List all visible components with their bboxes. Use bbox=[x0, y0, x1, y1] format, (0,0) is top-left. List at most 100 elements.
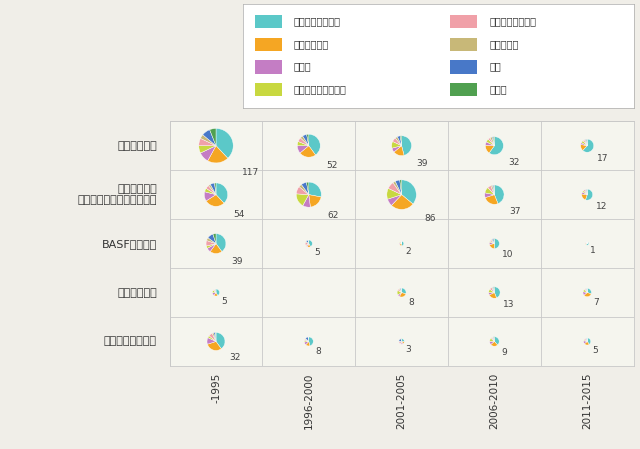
Wedge shape bbox=[586, 139, 588, 146]
Wedge shape bbox=[210, 243, 222, 254]
Wedge shape bbox=[583, 140, 588, 146]
Wedge shape bbox=[489, 293, 497, 298]
Wedge shape bbox=[392, 146, 402, 152]
Wedge shape bbox=[492, 238, 494, 243]
Wedge shape bbox=[492, 137, 494, 146]
Text: 86: 86 bbox=[424, 214, 435, 223]
Wedge shape bbox=[584, 293, 591, 297]
Wedge shape bbox=[584, 339, 588, 341]
Wedge shape bbox=[584, 289, 588, 293]
Wedge shape bbox=[586, 242, 589, 245]
Wedge shape bbox=[490, 287, 494, 293]
Wedge shape bbox=[493, 136, 495, 146]
Wedge shape bbox=[584, 189, 588, 195]
Text: 1: 1 bbox=[589, 246, 595, 255]
Wedge shape bbox=[586, 189, 588, 195]
Wedge shape bbox=[490, 242, 494, 245]
Wedge shape bbox=[303, 134, 308, 145]
Wedge shape bbox=[400, 341, 402, 344]
Text: 塗装性: 塗装性 bbox=[294, 62, 312, 71]
Bar bbox=[450, 38, 477, 51]
Text: 2001-2005: 2001-2005 bbox=[397, 373, 406, 429]
Wedge shape bbox=[308, 134, 320, 155]
Wedge shape bbox=[491, 337, 494, 341]
Wedge shape bbox=[199, 138, 216, 146]
Wedge shape bbox=[214, 332, 216, 341]
Wedge shape bbox=[392, 141, 402, 148]
Wedge shape bbox=[208, 146, 228, 163]
Wedge shape bbox=[208, 336, 216, 341]
Wedge shape bbox=[489, 292, 494, 295]
Text: BASFグループ: BASFグループ bbox=[102, 238, 157, 249]
Text: 37: 37 bbox=[509, 207, 520, 216]
Wedge shape bbox=[200, 146, 216, 161]
Wedge shape bbox=[493, 185, 494, 195]
Wedge shape bbox=[490, 241, 494, 243]
Wedge shape bbox=[215, 289, 216, 293]
Wedge shape bbox=[491, 185, 494, 195]
Wedge shape bbox=[587, 338, 591, 344]
Wedge shape bbox=[308, 240, 312, 247]
Wedge shape bbox=[214, 293, 218, 296]
Text: 54: 54 bbox=[234, 210, 245, 219]
Text: 5: 5 bbox=[221, 297, 227, 306]
Text: 32: 32 bbox=[508, 158, 520, 167]
Wedge shape bbox=[485, 145, 494, 153]
Text: ホールディングスグループ: ホールディングスグループ bbox=[77, 195, 157, 206]
Wedge shape bbox=[586, 242, 588, 243]
Text: 2006-2010: 2006-2010 bbox=[490, 373, 499, 429]
Wedge shape bbox=[580, 145, 588, 150]
Wedge shape bbox=[299, 185, 308, 195]
Wedge shape bbox=[490, 240, 494, 243]
Wedge shape bbox=[216, 233, 226, 251]
Wedge shape bbox=[305, 339, 308, 341]
Text: トヨタ自動車: トヨタ自動車 bbox=[117, 287, 157, 298]
Wedge shape bbox=[494, 337, 499, 345]
Wedge shape bbox=[492, 287, 494, 293]
Wedge shape bbox=[305, 341, 308, 345]
Wedge shape bbox=[399, 341, 402, 342]
Wedge shape bbox=[490, 341, 494, 344]
Wedge shape bbox=[582, 191, 588, 195]
Wedge shape bbox=[307, 182, 309, 195]
Wedge shape bbox=[586, 288, 588, 293]
Wedge shape bbox=[401, 242, 402, 243]
Wedge shape bbox=[494, 238, 499, 249]
Wedge shape bbox=[392, 138, 402, 146]
Text: 耐候性又は防食性: 耐候性又は防食性 bbox=[294, 16, 341, 26]
Wedge shape bbox=[308, 240, 309, 243]
Wedge shape bbox=[396, 180, 402, 195]
Wedge shape bbox=[401, 288, 406, 294]
Text: 9: 9 bbox=[502, 348, 508, 357]
Wedge shape bbox=[204, 192, 216, 201]
Wedge shape bbox=[393, 181, 402, 195]
Wedge shape bbox=[490, 137, 494, 146]
Wedge shape bbox=[490, 338, 494, 341]
Bar bbox=[255, 38, 282, 51]
Wedge shape bbox=[580, 142, 588, 146]
Text: 39: 39 bbox=[417, 159, 428, 168]
Wedge shape bbox=[484, 193, 494, 198]
Wedge shape bbox=[301, 182, 308, 195]
Bar bbox=[255, 83, 282, 97]
Wedge shape bbox=[306, 243, 309, 247]
Wedge shape bbox=[296, 187, 308, 195]
Wedge shape bbox=[400, 288, 402, 293]
Bar bbox=[255, 60, 282, 74]
Wedge shape bbox=[216, 332, 225, 349]
Text: 貯蔵安定性: 貯蔵安定性 bbox=[489, 39, 518, 49]
Text: 8: 8 bbox=[408, 299, 414, 308]
Wedge shape bbox=[584, 341, 588, 344]
Wedge shape bbox=[306, 243, 309, 246]
Wedge shape bbox=[212, 290, 216, 293]
Wedge shape bbox=[200, 135, 216, 146]
Text: 117: 117 bbox=[242, 168, 259, 177]
Wedge shape bbox=[400, 180, 402, 195]
Wedge shape bbox=[305, 241, 309, 243]
Text: 39: 39 bbox=[231, 257, 243, 266]
Wedge shape bbox=[586, 338, 588, 341]
Wedge shape bbox=[207, 338, 216, 344]
Wedge shape bbox=[494, 287, 500, 298]
Wedge shape bbox=[586, 243, 588, 245]
Wedge shape bbox=[207, 243, 216, 251]
